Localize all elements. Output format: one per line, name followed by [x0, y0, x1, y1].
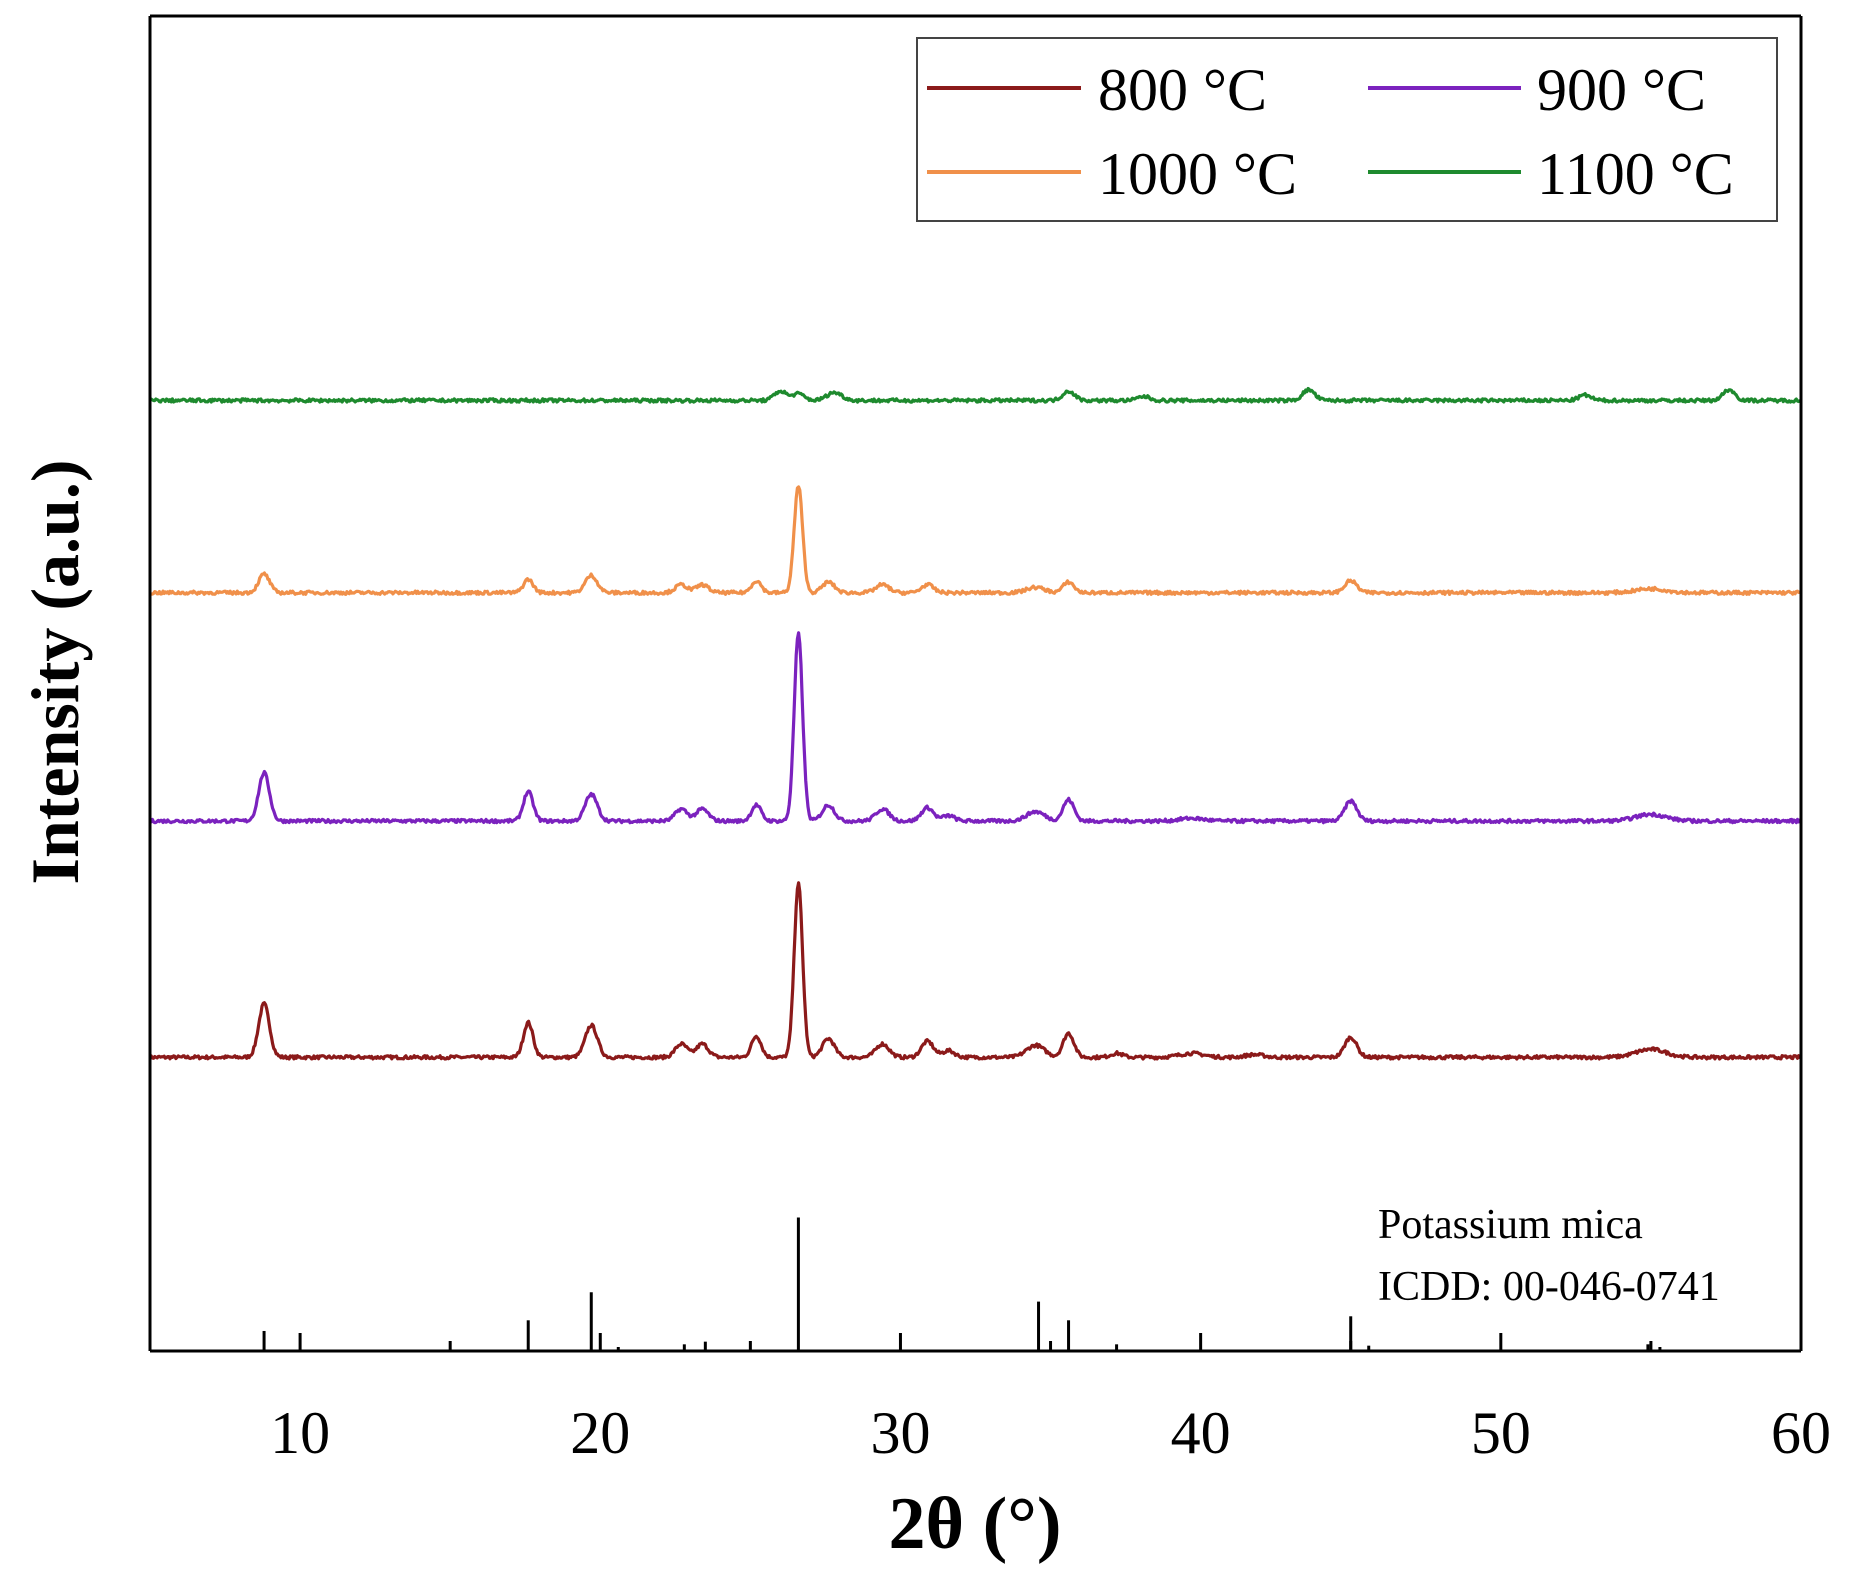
- legend-label-800: 800 °C: [1098, 57, 1267, 123]
- x-axis-title: 2θ (°): [888, 1483, 1061, 1565]
- legend-label-1000: 1000 °C: [1098, 141, 1297, 207]
- series-layer: [148, 386, 1803, 1061]
- legend: 800 °C 900 °C 1000 °C 1100 °C: [916, 37, 1778, 222]
- series-line-1100c: [148, 386, 1802, 404]
- x-tick-label: 60: [1771, 1400, 1831, 1466]
- legend-label-900: 900 °C: [1537, 57, 1706, 123]
- reference-code: ICDD: 00-046-0741: [1378, 1264, 1720, 1310]
- x-tick-label: 50: [1471, 1400, 1531, 1466]
- series-line-800c: [148, 881, 1802, 1061]
- x-tick-label: 20: [570, 1400, 630, 1466]
- x-tick-label: 10: [270, 1400, 330, 1466]
- x-ticks: [298, 1333, 1803, 1351]
- x-tick-label: 30: [870, 1400, 930, 1466]
- legend-label-1100: 1100 °C: [1537, 141, 1734, 207]
- reference-name: Potassium mica: [1378, 1202, 1643, 1248]
- legend-box: [916, 37, 1778, 222]
- series-line-1000c: [148, 485, 1802, 596]
- series-line-900c: [148, 631, 1803, 825]
- x-tick-label: 40: [1171, 1400, 1231, 1466]
- y-axis-title: Intensity (a.u.): [17, 459, 93, 884]
